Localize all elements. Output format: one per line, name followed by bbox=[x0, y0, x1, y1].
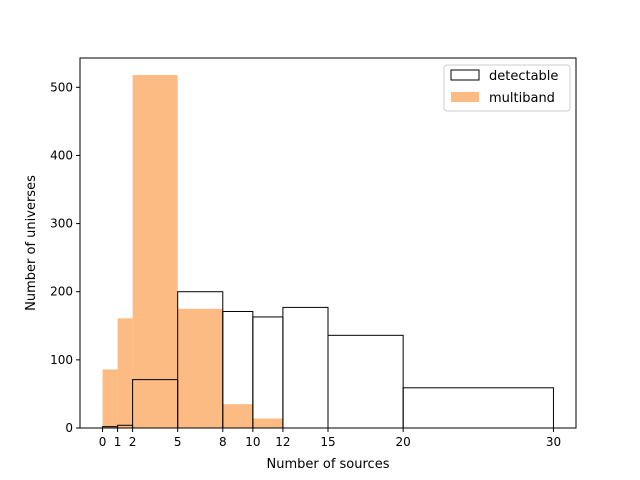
legend-label-multiband: multiband bbox=[489, 91, 555, 106]
x-tick-label: 10 bbox=[245, 435, 260, 449]
multiband-bar bbox=[117, 318, 133, 428]
x-tick-label: 5 bbox=[174, 435, 182, 449]
x-axis-label: Number of sources bbox=[267, 457, 390, 472]
y-axis-ticks: 0 100 200 300 400 500 bbox=[50, 80, 80, 435]
legend-swatch-multiband bbox=[451, 92, 479, 102]
y-tick-label: 200 bbox=[50, 285, 73, 299]
x-tick-label: 15 bbox=[320, 435, 335, 449]
y-axis-label: Number of universes bbox=[24, 175, 39, 311]
y-tick-label: 400 bbox=[50, 148, 73, 162]
multiband-bar bbox=[132, 75, 178, 429]
x-tick-label: 2 bbox=[129, 435, 137, 449]
legend: detectable multiband bbox=[443, 64, 571, 112]
y-tick-label: 500 bbox=[50, 80, 73, 94]
x-tick-label: 1 bbox=[114, 435, 122, 449]
multiband-bar bbox=[177, 308, 223, 428]
x-tick-label: 12 bbox=[275, 435, 290, 449]
x-axis-ticks: 0 1 2 5 8 10 12 15 20 30 bbox=[99, 428, 561, 449]
x-tick-label: 20 bbox=[396, 435, 411, 449]
multiband-bar bbox=[102, 369, 118, 428]
y-tick-label: 0 bbox=[65, 421, 73, 435]
multiband-bar bbox=[252, 418, 283, 428]
multiband-bar bbox=[222, 404, 253, 428]
x-tick-label: 8 bbox=[219, 435, 227, 449]
legend-label-detectable: detectable bbox=[489, 69, 558, 84]
legend-swatch-detectable bbox=[450, 69, 480, 81]
y-tick-label: 100 bbox=[50, 353, 73, 367]
x-tick-label: 0 bbox=[99, 435, 107, 449]
x-tick-label: 30 bbox=[546, 435, 561, 449]
y-tick-label: 300 bbox=[50, 217, 73, 231]
multiband-bars bbox=[102, 75, 283, 429]
